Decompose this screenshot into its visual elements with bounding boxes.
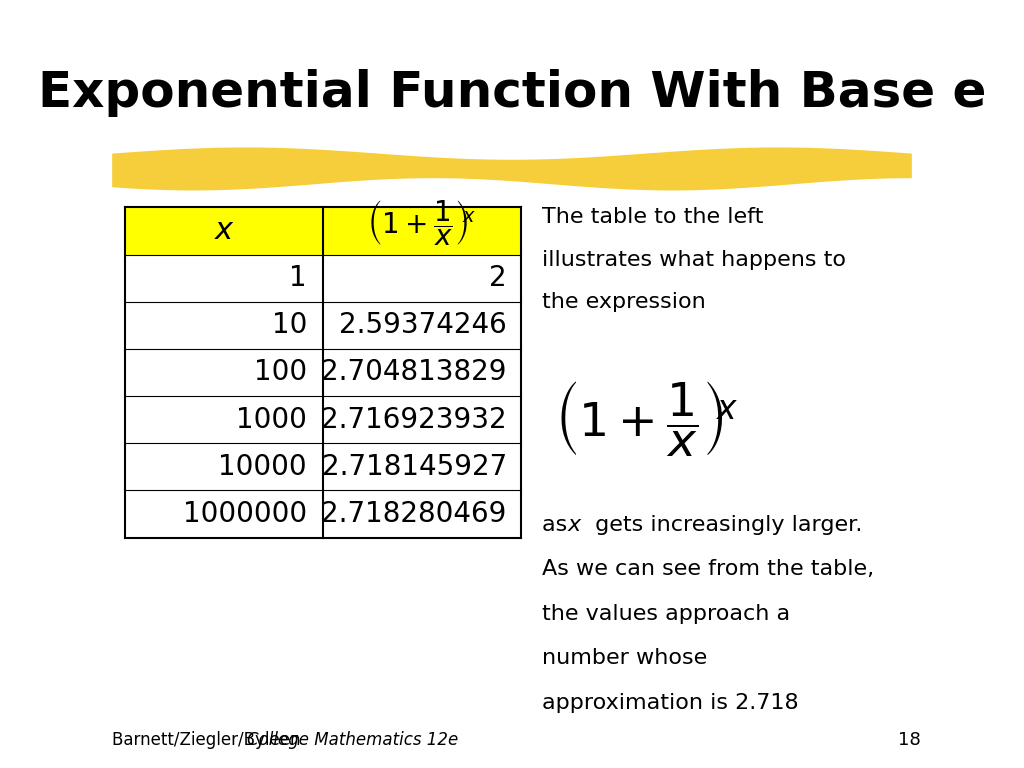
Text: 1000: 1000 bbox=[237, 406, 307, 434]
Bar bbox=[125, 207, 520, 538]
Text: the values approach a: the values approach a bbox=[543, 604, 791, 624]
Text: Barnett/Ziegler/Byleen: Barnett/Ziegler/Byleen bbox=[113, 731, 306, 749]
Text: 1: 1 bbox=[290, 264, 307, 292]
Text: number whose: number whose bbox=[543, 648, 708, 668]
Text: 1000000: 1000000 bbox=[183, 500, 307, 528]
Bar bbox=[125, 207, 520, 254]
Text: 2.716923932: 2.716923932 bbox=[322, 406, 507, 434]
Text: the expression: the expression bbox=[543, 292, 707, 312]
Text: 10000: 10000 bbox=[218, 453, 307, 481]
Text: Exponential Function With Base e: Exponential Function With Base e bbox=[38, 69, 986, 118]
Text: 2.704813829: 2.704813829 bbox=[322, 359, 507, 386]
Text: $\left(1+\dfrac{1}{x}\right)^{\!\!x}$: $\left(1+\dfrac{1}{x}\right)^{\!\!x}$ bbox=[555, 379, 738, 458]
Text: 2.718145927: 2.718145927 bbox=[322, 453, 507, 481]
Text: The table to the left: The table to the left bbox=[543, 207, 764, 227]
Text: $\left(1+\dfrac{1}{x}\right)^{\!\!x}$: $\left(1+\dfrac{1}{x}\right)^{\!\!x}$ bbox=[367, 198, 476, 248]
Text: 18: 18 bbox=[898, 731, 921, 749]
Text: 2.718280469: 2.718280469 bbox=[322, 500, 507, 528]
Text: 2: 2 bbox=[489, 264, 507, 292]
Text: approximation is 2.718: approximation is 2.718 bbox=[543, 693, 799, 713]
Text: $\mathit{x}$: $\mathit{x}$ bbox=[214, 217, 234, 246]
Text: College Mathematics 12e: College Mathematics 12e bbox=[247, 731, 458, 749]
Text: 100: 100 bbox=[254, 359, 307, 386]
Text: as: as bbox=[543, 515, 574, 535]
Text: 2.59374246: 2.59374246 bbox=[339, 311, 507, 339]
Text: illustrates what happens to: illustrates what happens to bbox=[543, 250, 847, 270]
Bar bbox=[125, 207, 520, 254]
Polygon shape bbox=[113, 147, 911, 190]
Text: $\mathit{x}$: $\mathit{x}$ bbox=[566, 515, 583, 535]
Text: 10: 10 bbox=[271, 311, 307, 339]
Text: As we can see from the table,: As we can see from the table, bbox=[543, 559, 874, 579]
Text: gets increasingly larger.: gets increasingly larger. bbox=[589, 515, 863, 535]
